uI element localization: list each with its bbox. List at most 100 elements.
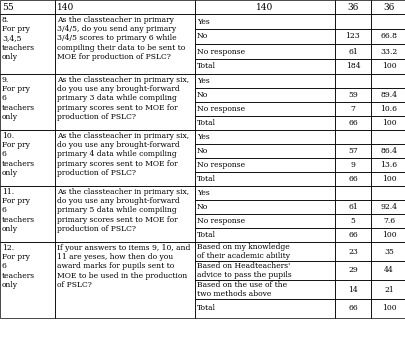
- Bar: [194, 29, 334, 44]
- Text: 89.4: 89.4: [379, 91, 396, 99]
- Text: 66: 66: [347, 305, 357, 312]
- Text: 123: 123: [345, 32, 360, 40]
- Bar: [194, 172, 334, 186]
- Text: 12.
For pry
6
teachers
only: 12. For pry 6 teachers only: [2, 244, 35, 289]
- Bar: [0, 130, 55, 186]
- Text: 9: 9: [350, 161, 354, 169]
- Bar: [370, 44, 405, 59]
- Bar: [194, 228, 334, 242]
- Text: 44: 44: [383, 266, 393, 274]
- Text: Yes: Yes: [196, 18, 209, 26]
- Bar: [334, 74, 370, 88]
- Text: 35: 35: [383, 248, 393, 256]
- Text: 61: 61: [347, 203, 357, 211]
- Text: 23: 23: [347, 248, 357, 256]
- Bar: [370, 59, 405, 74]
- Bar: [370, 74, 405, 88]
- Bar: [370, 0, 405, 14]
- Bar: [370, 280, 405, 299]
- Bar: [0, 74, 55, 130]
- Text: Total: Total: [196, 305, 215, 312]
- Text: 66: 66: [347, 175, 357, 183]
- Text: 100: 100: [381, 231, 395, 239]
- Text: Total: Total: [196, 63, 215, 71]
- Bar: [334, 44, 370, 59]
- Bar: [194, 74, 334, 88]
- Bar: [0, 186, 55, 242]
- Text: Based on the use of the
two methods above: Based on the use of the two methods abov…: [196, 281, 286, 298]
- Text: No: No: [196, 147, 208, 155]
- Bar: [334, 29, 370, 44]
- Bar: [55, 74, 194, 130]
- Text: If your answers to items 9, 10, and
11 are yeses, how then do you
award marks fo: If your answers to items 9, 10, and 11 a…: [57, 244, 190, 289]
- Text: No: No: [196, 32, 208, 40]
- Bar: [370, 242, 405, 261]
- Bar: [55, 186, 194, 242]
- Text: 92.4: 92.4: [379, 203, 396, 211]
- Bar: [194, 144, 334, 158]
- Text: 61: 61: [347, 48, 357, 55]
- Text: 100: 100: [381, 63, 395, 71]
- Bar: [334, 0, 370, 14]
- Text: 184: 184: [345, 63, 359, 71]
- Text: 66.8: 66.8: [379, 32, 396, 40]
- Text: 59: 59: [347, 91, 357, 99]
- Bar: [370, 186, 405, 200]
- Text: 57: 57: [347, 147, 357, 155]
- Text: As the classteacher in primary six,
do you use any brought-forward
primary 5 dat: As the classteacher in primary six, do y…: [57, 188, 189, 233]
- Bar: [370, 144, 405, 158]
- Text: Yes: Yes: [196, 189, 209, 197]
- Text: 33.2: 33.2: [379, 48, 396, 55]
- Text: 13.6: 13.6: [379, 161, 396, 169]
- Text: Total: Total: [196, 231, 215, 239]
- Bar: [370, 214, 405, 228]
- Bar: [194, 299, 334, 318]
- Bar: [194, 116, 334, 130]
- Bar: [334, 59, 370, 74]
- Bar: [334, 130, 370, 144]
- Bar: [194, 130, 334, 144]
- Bar: [334, 116, 370, 130]
- Bar: [334, 242, 370, 261]
- Text: As the classteacher in primary six,
do you use any brought-forward
primary 4 dat: As the classteacher in primary six, do y…: [57, 132, 189, 177]
- Bar: [334, 102, 370, 116]
- Text: 10.
For pry
6
teachers
only: 10. For pry 6 teachers only: [2, 132, 35, 177]
- Text: 7.6: 7.6: [382, 217, 394, 225]
- Text: No response: No response: [196, 161, 245, 169]
- Bar: [194, 200, 334, 214]
- Text: 36: 36: [346, 3, 358, 12]
- Text: 29: 29: [347, 266, 357, 274]
- Text: No response: No response: [196, 105, 245, 113]
- Bar: [334, 280, 370, 299]
- Text: No response: No response: [196, 48, 245, 55]
- Text: 140: 140: [57, 3, 74, 12]
- Text: Based on Headteachers'
advice to pass the pupils: Based on Headteachers' advice to pass th…: [196, 262, 291, 279]
- Bar: [370, 116, 405, 130]
- Bar: [334, 186, 370, 200]
- Bar: [370, 172, 405, 186]
- Text: 140: 140: [256, 3, 273, 12]
- Bar: [334, 214, 370, 228]
- Text: Yes: Yes: [196, 133, 209, 141]
- Bar: [370, 200, 405, 214]
- Text: 11.
For pry
6
teachers
only: 11. For pry 6 teachers only: [2, 188, 35, 233]
- Bar: [370, 130, 405, 144]
- Text: No: No: [196, 203, 208, 211]
- Bar: [194, 44, 334, 59]
- Bar: [194, 88, 334, 102]
- Bar: [334, 299, 370, 318]
- Text: 55: 55: [2, 3, 14, 12]
- Bar: [0, 0, 55, 14]
- Text: Total: Total: [196, 175, 215, 183]
- Text: 9.
For pry
6
teachers
only: 9. For pry 6 teachers only: [2, 76, 35, 121]
- Bar: [334, 144, 370, 158]
- Bar: [55, 0, 194, 14]
- Text: 66: 66: [347, 119, 357, 127]
- Text: 100: 100: [381, 119, 395, 127]
- Bar: [370, 29, 405, 44]
- Bar: [370, 102, 405, 116]
- Bar: [194, 242, 334, 261]
- Bar: [370, 158, 405, 172]
- Text: As the classteacher in primary
3/4/5, do you send any primary
3/4/5 scores to pr: As the classteacher in primary 3/4/5, do…: [57, 16, 185, 61]
- Bar: [334, 200, 370, 214]
